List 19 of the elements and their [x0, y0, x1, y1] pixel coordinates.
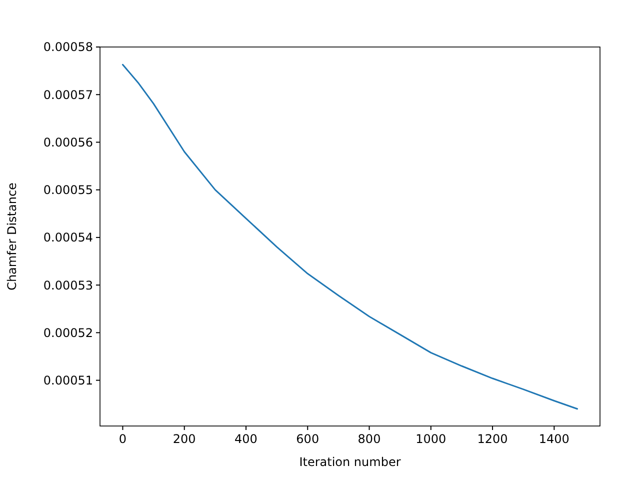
y-tick-label: 0.00052 — [43, 326, 93, 340]
y-tick-label: 0.00057 — [43, 88, 93, 102]
x-tick-label: 600 — [296, 432, 320, 446]
y-tick-label: 0.00055 — [43, 183, 93, 198]
x-tick-label: 200 — [172, 432, 196, 446]
x-axis-title: Iteration number — [299, 455, 401, 469]
x-tick-label: 400 — [234, 432, 258, 446]
y-axis-title: Chamfer Distance — [5, 182, 19, 290]
x-tick-label: 1400 — [538, 432, 570, 446]
y-tick-label: 0.00051 — [43, 373, 93, 388]
x-tick-label: 1000 — [416, 432, 446, 446]
x-tick-label: 0 — [118, 432, 127, 446]
y-tick-label: 0.00054 — [43, 230, 93, 245]
y-tick-label: 0.00053 — [43, 278, 93, 292]
y-tick-label: 0.00058 — [43, 40, 93, 54]
line-series — [122, 64, 578, 410]
x-tick-label: 800 — [358, 432, 381, 446]
y-tick-label: 0.00056 — [43, 135, 93, 150]
x-tick-label: 1200 — [477, 432, 508, 446]
